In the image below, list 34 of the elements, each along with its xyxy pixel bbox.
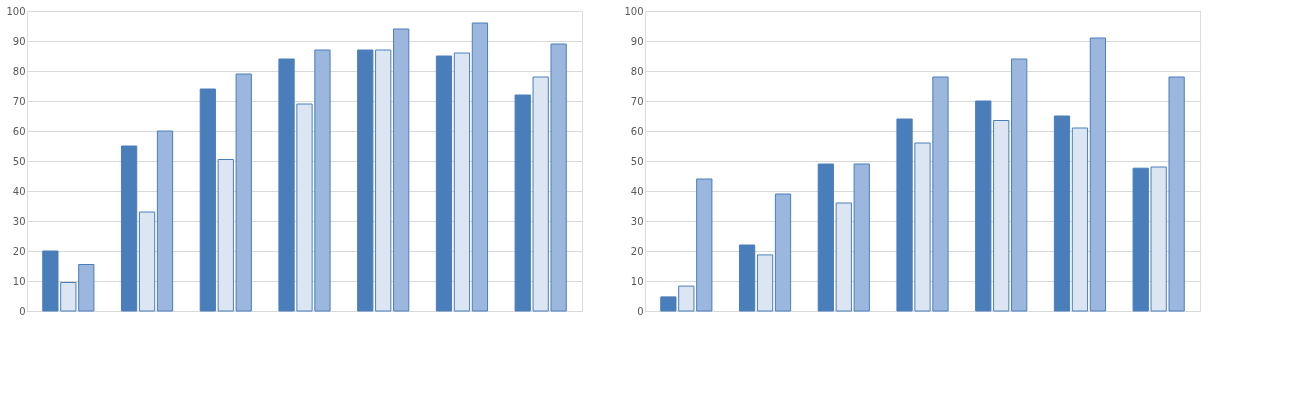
- y-tick-label: 80: [630, 65, 644, 77]
- y-tick-label: 0: [637, 305, 644, 317]
- bar: [756, 254, 774, 312]
- y-tick-label: 70: [630, 95, 644, 107]
- y-tick-label: 60: [630, 125, 644, 137]
- bar: [138, 211, 156, 312]
- y-tick-label: 60: [12, 125, 26, 137]
- y-tick-label: 30: [630, 215, 644, 227]
- y-tick-label: 40: [630, 185, 644, 197]
- bar: [774, 193, 792, 312]
- y-tick-label: 50: [630, 155, 644, 167]
- bar: [1071, 127, 1089, 312]
- bar: [471, 22, 489, 312]
- y-tick-label: 100: [6, 5, 26, 17]
- bar: [156, 130, 174, 312]
- y-tick-label: 80: [12, 65, 26, 77]
- y-tick-label: 40: [12, 185, 26, 197]
- y-tick-label: 50: [12, 155, 26, 167]
- y-tick-label: 0: [19, 305, 26, 317]
- y-tick-label: 20: [12, 245, 26, 257]
- y-tick-label: 10: [12, 275, 26, 287]
- bar: [1053, 115, 1071, 312]
- y-tick-label: 100: [624, 5, 644, 17]
- bar: [120, 145, 138, 312]
- bar: [738, 244, 756, 312]
- y-tick-label: 10: [630, 275, 644, 287]
- y-tick-label: 90: [12, 35, 26, 47]
- bar: [435, 55, 453, 312]
- y-tick-label: 90: [630, 35, 644, 47]
- bar: [1089, 37, 1107, 312]
- bar: [453, 52, 471, 312]
- y-tick-label: 70: [12, 95, 26, 107]
- y-tick-label: 20: [630, 245, 644, 257]
- y-tick-label: 30: [12, 215, 26, 227]
